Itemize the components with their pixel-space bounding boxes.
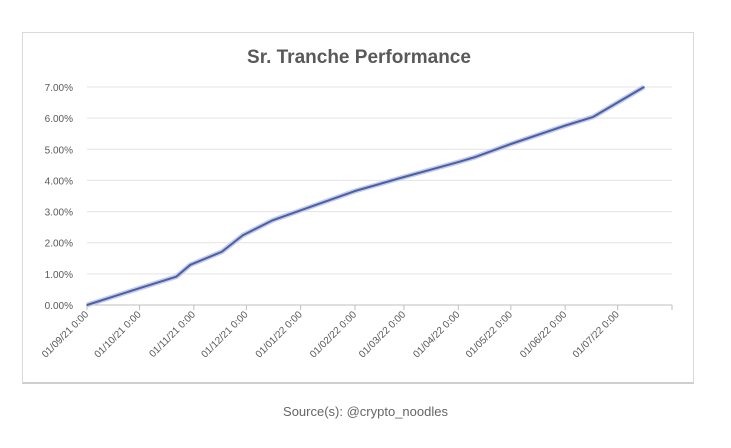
y-tick-label: 7.00% <box>45 83 73 94</box>
series-line-glow <box>86 84 646 308</box>
data-point <box>354 190 356 192</box>
data-point <box>403 176 405 178</box>
y-tick-label: 1.00% <box>45 270 73 281</box>
series-line <box>86 86 645 306</box>
y-tick-label: 0.00% <box>45 301 73 312</box>
data-point <box>175 275 178 278</box>
data-point <box>473 156 475 159</box>
x-tick-label: 01/07/22 0:00 <box>571 309 622 360</box>
x-tick-label: 01/01/22 0:00 <box>254 309 305 360</box>
data-point <box>189 264 192 266</box>
data-point <box>242 234 244 237</box>
data-point <box>592 116 594 118</box>
x-tick-label: 01/11/21 0:00 <box>147 309 198 360</box>
y-tick-label: 2.00% <box>45 239 73 250</box>
data-point <box>299 209 302 212</box>
x-tick-label: 01/03/22 0:00 <box>357 309 408 360</box>
x-tick-label: 01/04/22 0:00 <box>411 309 462 360</box>
y-tick-label: 6.00% <box>45 114 73 125</box>
data-point <box>86 304 88 306</box>
source-caption: Source(s): @crypto_noodles <box>283 404 448 419</box>
data-point <box>564 124 566 127</box>
y-tick-label: 3.00% <box>45 208 73 219</box>
chart-title: Sr. Tranche Performance <box>247 47 471 68</box>
x-tick-label: 01/10/21 0:00 <box>93 309 144 360</box>
x-tick-label: 01/12/21 0:00 <box>199 309 250 360</box>
data-point <box>271 219 274 222</box>
x-tick-label: 01/02/22 0:00 <box>308 309 359 360</box>
chart-frame: Sr. Tranche Performance 0.00% 1.00% 2.00% 3… <box>22 32 694 384</box>
data-point <box>510 143 512 145</box>
data-point <box>221 250 223 253</box>
x-tick-label: 01/06/22 0:00 <box>518 309 569 360</box>
data-point <box>138 287 141 289</box>
x-tick-label: 01/05/22 0:00 <box>464 309 515 360</box>
y-tick-label: 5.00% <box>45 145 73 156</box>
data-point <box>643 86 645 88</box>
x-tick-label: 01/09/21 0:00 <box>40 309 91 360</box>
data-point <box>457 161 460 163</box>
line-chart: Sr. Tranche Performance 0.00% 1.00% 2.00% 3… <box>40 47 673 360</box>
y-tick-label: 4.00% <box>45 176 73 187</box>
